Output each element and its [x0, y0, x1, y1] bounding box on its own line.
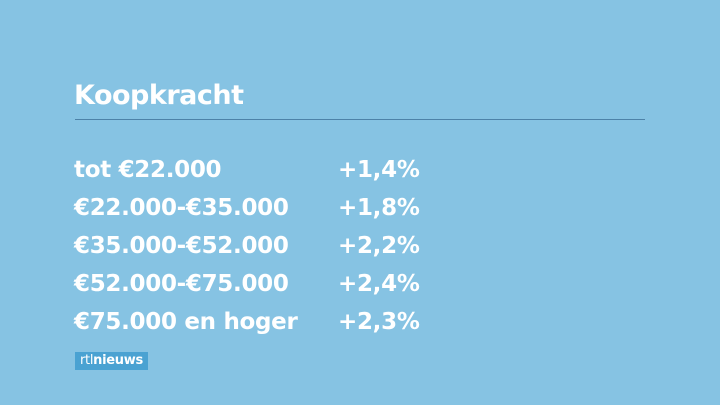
logo: rtlnieuws — [75, 352, 148, 370]
logo-part: rtl — [80, 353, 94, 368]
table-row: €22.000-€35.000 +1,8% — [74, 189, 420, 227]
title: Koopkracht — [74, 80, 244, 111]
change: +2,3% — [338, 309, 420, 335]
divider — [75, 119, 645, 120]
table: tot €22.000 +1,4% €22.000-€35.000 +1,8% €35.… — [74, 151, 420, 341]
income-range: tot €22.000 — [74, 157, 222, 183]
change: +1,4% — [338, 157, 420, 183]
income-range: €35.000-€52.000 — [74, 233, 289, 259]
table-row: €52.000-€75.000 +2,4% — [74, 265, 420, 303]
change: +2,4% — [338, 271, 420, 297]
table-row: €75.000 en hoger +2,3% — [74, 303, 420, 341]
table-row: €35.000-€52.000 +2,2% — [74, 227, 420, 265]
change: +2,2% — [338, 233, 420, 259]
income-range: €52.000-€75.000 — [74, 271, 289, 297]
change: +1,8% — [338, 195, 420, 221]
income-range: €22.000-€35.000 — [74, 195, 289, 221]
logo-part: nieuws — [93, 353, 143, 368]
table-row: tot €22.000 +1,4% — [74, 151, 420, 189]
income-range: €75.000 en hoger — [74, 309, 298, 335]
